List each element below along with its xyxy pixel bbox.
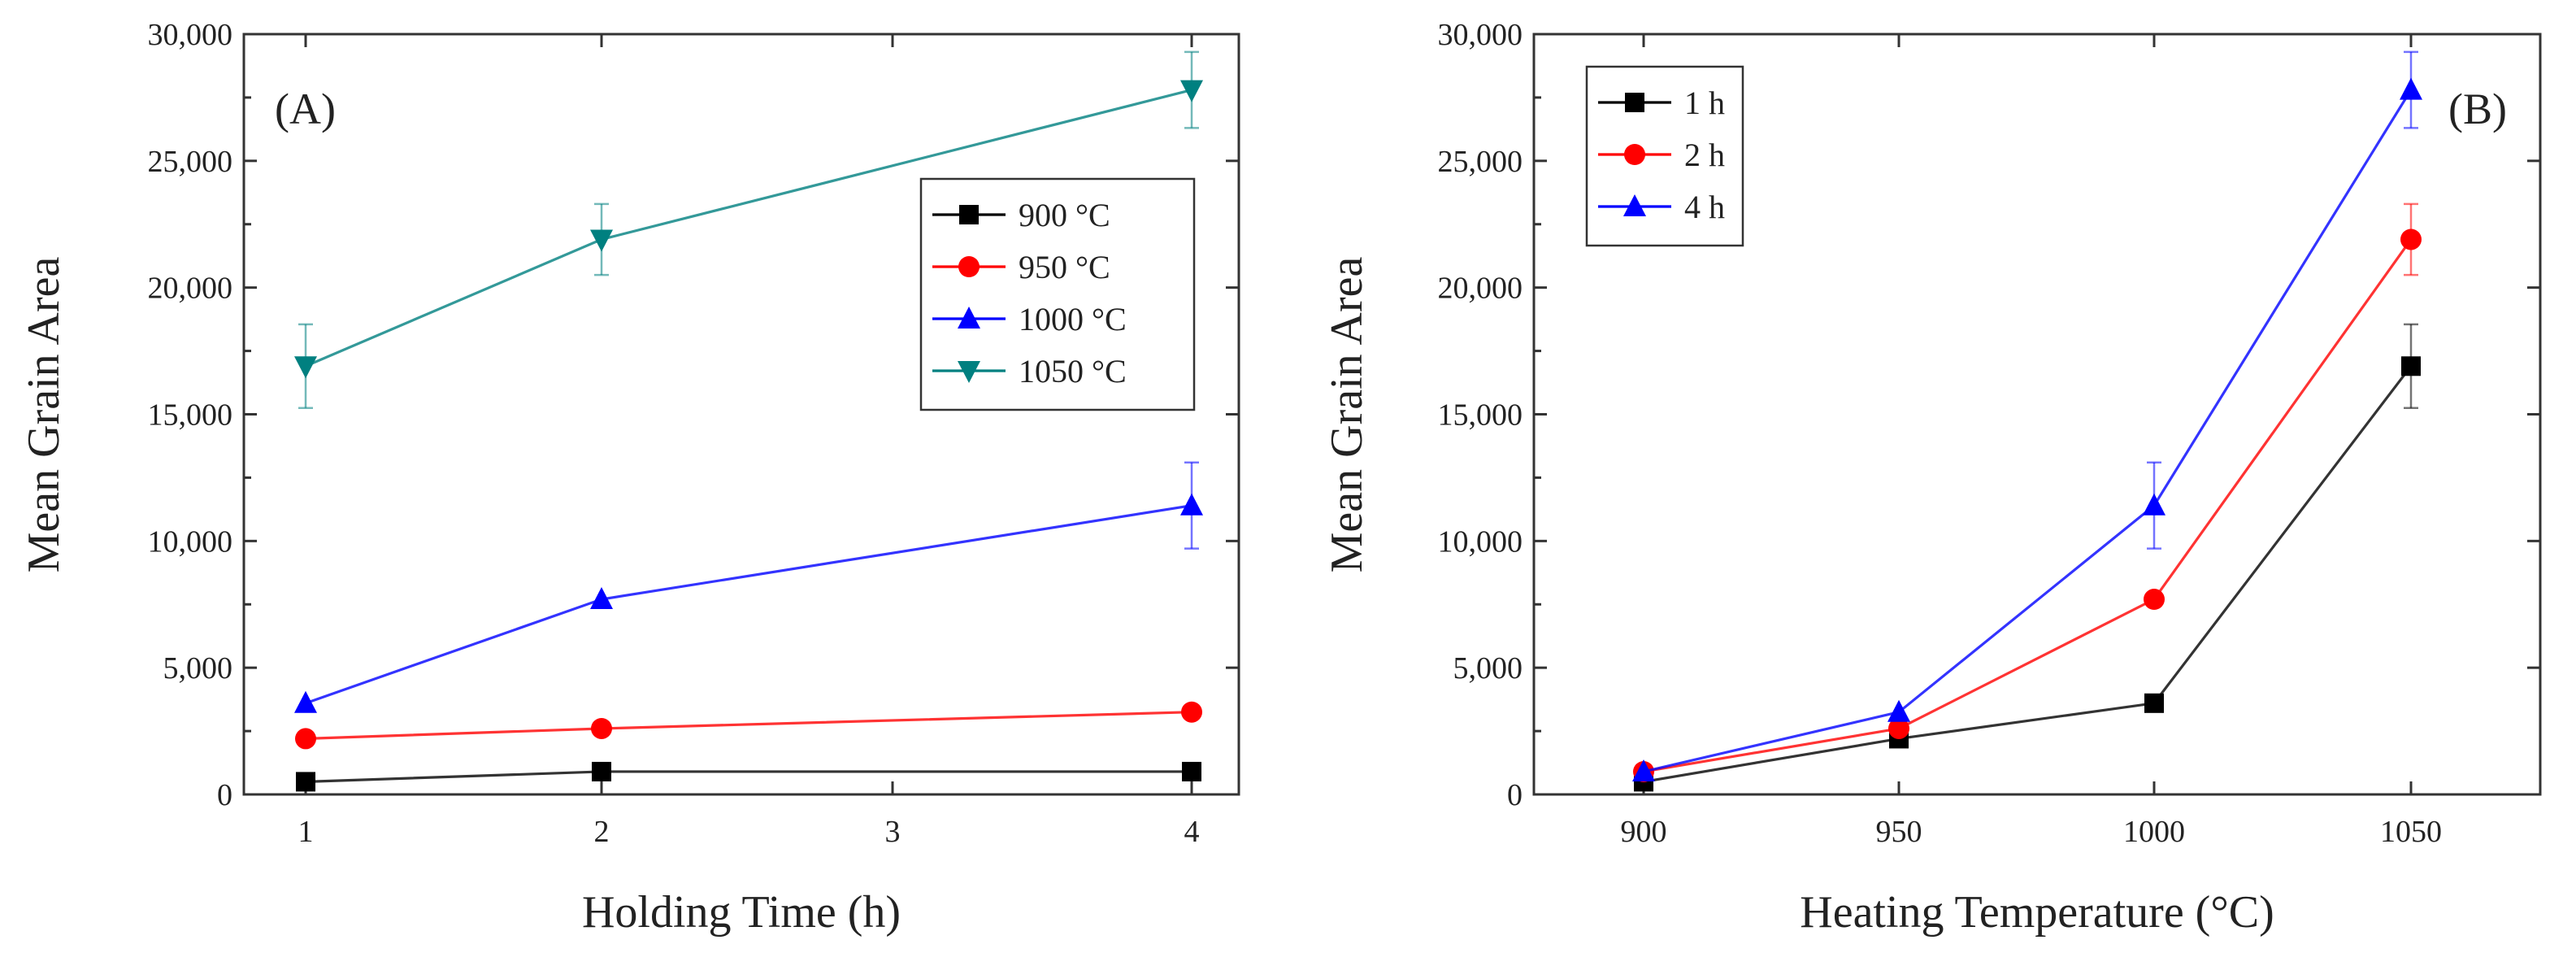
data-point bbox=[1888, 717, 1909, 739]
data-point bbox=[296, 772, 315, 792]
series-2 bbox=[1632, 50, 2422, 781]
y-tick-label: 10,000 bbox=[148, 524, 233, 559]
legend-label: 900 °C bbox=[1019, 197, 1110, 233]
data-point bbox=[1632, 759, 1655, 781]
x-tick-label: 4 bbox=[1184, 815, 1200, 849]
y-tick-label: 25,000 bbox=[1438, 145, 1523, 179]
data-point bbox=[1181, 701, 1202, 723]
data-point bbox=[2143, 493, 2165, 516]
x-tick-label: 900 bbox=[1621, 815, 1667, 849]
x-tick-label: 950 bbox=[1876, 815, 1922, 849]
y-tick-label: 0 bbox=[1507, 778, 1523, 812]
series-1 bbox=[1633, 202, 2422, 782]
panel-b-chart: 0 5,000 10,000 15,000 20,000 25,000 30,000 900 9… bbox=[1322, 18, 2542, 938]
series-line bbox=[1643, 365, 2413, 783]
data-point bbox=[1887, 699, 1910, 722]
data-point bbox=[2401, 356, 2421, 376]
panel-a-plot-frame bbox=[242, 33, 1240, 796]
y-tick-label: 5,000 bbox=[163, 651, 233, 685]
data-point bbox=[295, 728, 316, 750]
legend-marker bbox=[1625, 93, 1644, 112]
legend-item: 1 h bbox=[1598, 85, 1725, 121]
legend-item: 1050 °C bbox=[932, 353, 1127, 389]
data-point bbox=[2144, 589, 2165, 611]
legend-label: 950 °C bbox=[1019, 249, 1110, 285]
data-point bbox=[2144, 693, 2164, 713]
series-3 bbox=[294, 50, 1203, 409]
legend-item: 4 h bbox=[1598, 189, 1725, 225]
series-line bbox=[1643, 89, 2413, 773]
y-tick-label: 20,000 bbox=[148, 272, 233, 306]
panel-a-series-group bbox=[294, 50, 1203, 792]
series-0 bbox=[1634, 323, 2421, 792]
y-tick-label: 5,000 bbox=[1453, 651, 1523, 685]
data-point bbox=[294, 690, 317, 713]
legend-marker bbox=[958, 256, 980, 277]
data-point bbox=[592, 761, 611, 781]
legend-label: 1000 °C bbox=[1019, 301, 1127, 337]
panel-b-legend: 1 h 2 h 4 h bbox=[1585, 65, 1744, 247]
legend-label: 1 h bbox=[1684, 85, 1725, 121]
data-point bbox=[1180, 80, 1203, 102]
series-1 bbox=[295, 701, 1202, 750]
x-tick-label: 2 bbox=[594, 815, 610, 849]
data-point bbox=[2400, 228, 2422, 250]
series-0 bbox=[296, 761, 1201, 792]
panel-a-y-axis-title: Mean Grain Area bbox=[19, 256, 69, 572]
x-tick-label: 1000 bbox=[2123, 815, 2185, 849]
panel-a-chart: 0 5,000 10,000 15,000 20,000 25,000 30,000 1 2 3 4… bbox=[19, 18, 1240, 938]
x-tick-label: 3 bbox=[885, 815, 901, 849]
series-line bbox=[305, 770, 1192, 784]
data-point bbox=[1182, 761, 1201, 781]
legend-box bbox=[1585, 65, 1744, 247]
series-2 bbox=[294, 461, 1203, 713]
data-point bbox=[591, 717, 612, 739]
data-point bbox=[2400, 77, 2422, 100]
y-tick-label: 15,000 bbox=[1438, 398, 1523, 433]
panel-b-axes: 0 5,000 10,000 15,000 20,000 25,000 30,000 900 9… bbox=[1438, 18, 2540, 849]
y-tick-label: 25,000 bbox=[148, 145, 233, 179]
data-point bbox=[590, 229, 613, 252]
x-tick-label: 1050 bbox=[2380, 815, 2442, 849]
legend-item: 900 °C bbox=[932, 197, 1110, 233]
y-tick-label: 20,000 bbox=[1438, 272, 1523, 306]
y-tick-label: 30,000 bbox=[148, 18, 233, 52]
y-tick-label: 10,000 bbox=[1438, 524, 1523, 559]
panel-a-label: (A) bbox=[275, 85, 336, 133]
y-tick-label: 15,000 bbox=[148, 398, 233, 433]
legend-label: 4 h bbox=[1684, 189, 1725, 225]
legend-label: 2 h bbox=[1684, 137, 1725, 173]
panel-a-axes: 0 5,000 10,000 15,000 20,000 25,000 30,000 1 2 3 4 bbox=[148, 18, 1239, 849]
data-point bbox=[590, 587, 613, 610]
legend-marker bbox=[958, 307, 980, 329]
series-line bbox=[305, 504, 1192, 705]
panel-a-x-axis-title: Holding Time (h) bbox=[582, 887, 901, 938]
series-line bbox=[305, 711, 1192, 741]
legend-marker bbox=[959, 205, 979, 224]
panel-b-y-axis-title: Mean Grain Area bbox=[1322, 256, 1372, 572]
x-tick-label: 1 bbox=[298, 815, 314, 849]
series-line bbox=[1643, 238, 2413, 773]
legend-marker bbox=[958, 361, 980, 383]
panel-a-legend: 900 °C 950 °C 1000 °C 1050 °C bbox=[919, 177, 1196, 411]
panel-b-series-group bbox=[1632, 50, 2422, 792]
panel-b-x-axis-title: Heating Temperature (°C) bbox=[1800, 887, 2274, 938]
y-tick-label: 30,000 bbox=[1438, 18, 1523, 52]
legend-marker bbox=[1623, 194, 1646, 216]
y-tick-label: 0 bbox=[217, 778, 232, 812]
legend-marker bbox=[1624, 144, 1645, 165]
legend-item: 2 h bbox=[1598, 137, 1725, 173]
data-point bbox=[1180, 493, 1203, 516]
legend-label: 1050 °C bbox=[1019, 353, 1127, 389]
legend-item: 1000 °C bbox=[932, 301, 1127, 337]
panel-b-label: (B) bbox=[2448, 85, 2507, 133]
data-point bbox=[294, 356, 317, 379]
legend-item: 950 °C bbox=[932, 249, 1110, 285]
